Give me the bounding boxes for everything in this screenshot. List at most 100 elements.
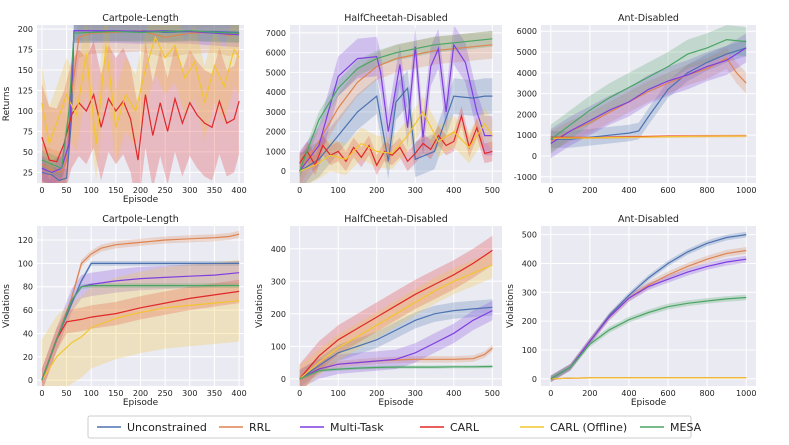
line-rrl <box>41 233 240 381</box>
x-tick-label: 800 <box>699 186 714 195</box>
x-tick-label: 600 <box>660 389 675 398</box>
y-axis-label: Violations <box>506 284 516 328</box>
y-tick-label: 20 <box>23 353 33 362</box>
y-tick-label: 100 <box>522 346 537 355</box>
band-carl <box>41 41 240 183</box>
plot-series-group <box>299 25 493 183</box>
x-tick-label: 500 <box>485 389 500 398</box>
x-axis-label: Episode <box>631 398 667 408</box>
y-tick-label: 150 <box>18 66 33 75</box>
x-tick-label: 400 <box>446 389 461 398</box>
line-carl-offline- <box>41 300 240 381</box>
legend-label: Unconstrained <box>127 421 207 434</box>
y-axis-label: Returns <box>2 86 12 121</box>
x-tick-label: 0 <box>548 186 553 195</box>
y-tick-label: 3000 <box>266 108 286 117</box>
x-tick-label: 50 <box>61 389 71 398</box>
line-mesa <box>299 365 493 380</box>
y-tick-label: 7000 <box>266 29 286 38</box>
band-rrl <box>299 344 493 383</box>
band-rrl <box>550 247 747 383</box>
x-tick-label: 150 <box>108 186 123 195</box>
legend-box <box>87 415 692 439</box>
chart-title: Cartpole-Length <box>102 13 179 24</box>
x-tick-label: 100 <box>331 186 346 195</box>
y-tick-label: 6000 <box>517 27 537 36</box>
y-tick-label: 4000 <box>517 69 537 78</box>
y-tick-label: 0 <box>281 375 286 384</box>
chart-title: Cartpole-Length <box>102 214 179 225</box>
x-tick-label: 0 <box>297 389 302 398</box>
x-tick-label: 150 <box>108 389 123 398</box>
x-tick-label: 100 <box>84 389 99 398</box>
legend-label: CARL (Offline) <box>550 421 627 434</box>
band-carl-offline- <box>41 25 240 181</box>
x-tick-label: 400 <box>231 186 246 195</box>
band-multi-task <box>550 255 747 383</box>
y-tick-label: 40 <box>23 329 33 338</box>
line-carl-offline- <box>41 35 240 147</box>
y-tick-label: 200 <box>18 25 33 34</box>
y-tick-label: 175 <box>18 46 33 55</box>
y-tick-label: 6000 <box>266 49 286 58</box>
line-multi-task <box>550 258 747 380</box>
y-tick-label: 80 <box>23 283 33 292</box>
x-tick-label: 1000 <box>736 389 756 398</box>
y-tick-label: 120 <box>18 236 33 245</box>
x-tick-label: 400 <box>621 389 636 398</box>
x-tick-label: 50 <box>61 186 71 195</box>
y-tick-label: 300 <box>522 288 537 297</box>
line-unconstrained <box>299 86 493 172</box>
line-multi-task <box>550 47 747 145</box>
y-tick-label: 500 <box>522 231 537 240</box>
band-carl <box>299 235 493 386</box>
x-tick-label: 400 <box>231 389 246 398</box>
chart-title: HalfCheetah-Disabled <box>344 13 448 24</box>
x-tick-label: 350 <box>207 389 222 398</box>
x-tick-label: 100 <box>331 389 346 398</box>
y-tick-label: 4000 <box>266 88 286 97</box>
band-multi-task <box>41 261 240 386</box>
x-tick-label: 0 <box>39 389 44 398</box>
y-tick-label: 75 <box>23 127 33 136</box>
y-tick-label: 1000 <box>517 131 537 140</box>
y-tick-label: 200 <box>271 310 286 319</box>
x-tick-label: 600 <box>660 186 675 195</box>
y-tick-label: -1000 <box>514 173 537 182</box>
chart-panel-2: 0 100 200 300 400 500010002000300040005000600… <box>266 13 502 195</box>
line-rrl <box>550 57 747 142</box>
x-tick-label: 200 <box>369 186 384 195</box>
plot-series-group <box>550 25 747 159</box>
plot-series-group <box>550 231 747 383</box>
legend-label: RRL <box>249 421 271 434</box>
band-unconstrained <box>41 25 240 183</box>
y-tick-label: 100 <box>18 259 33 268</box>
chart-panel-3: 0 200 400 600 800 1000 -1000 0 1000 2000 3000 4000 5… <box>514 13 757 195</box>
x-tick-label: 300 <box>408 389 423 398</box>
plot-series-group <box>41 230 240 386</box>
plot-series-group <box>41 25 240 183</box>
y-axis-label: Violations <box>255 284 265 328</box>
y-tick-label: 60 <box>23 306 33 315</box>
band-mesa <box>41 25 240 179</box>
band-unconstrained <box>299 70 493 183</box>
chart-panel-5: 0 100 200 300 400 500 0 100 200 300 400 HalfCheetah… <box>255 214 502 408</box>
x-tick-label: 100 <box>84 186 99 195</box>
y-tick-label: 25 <box>23 168 33 177</box>
band-carl-offline- <box>299 96 493 183</box>
y-tick-label: 200 <box>522 317 537 326</box>
x-tick-label: 350 <box>207 186 222 195</box>
line-carl-offline- <box>550 135 747 139</box>
line-mesa <box>41 285 240 381</box>
line-mesa <box>41 30 240 170</box>
x-tick-label: 200 <box>133 389 148 398</box>
y-tick-label: 400 <box>271 245 286 254</box>
x-tick-label: 250 <box>158 389 173 398</box>
x-tick-label: 300 <box>408 186 423 195</box>
line-carl <box>299 249 493 380</box>
band-multi-task <box>550 33 747 159</box>
line-mesa <box>299 38 493 172</box>
y-tick-label: 2000 <box>266 128 286 137</box>
